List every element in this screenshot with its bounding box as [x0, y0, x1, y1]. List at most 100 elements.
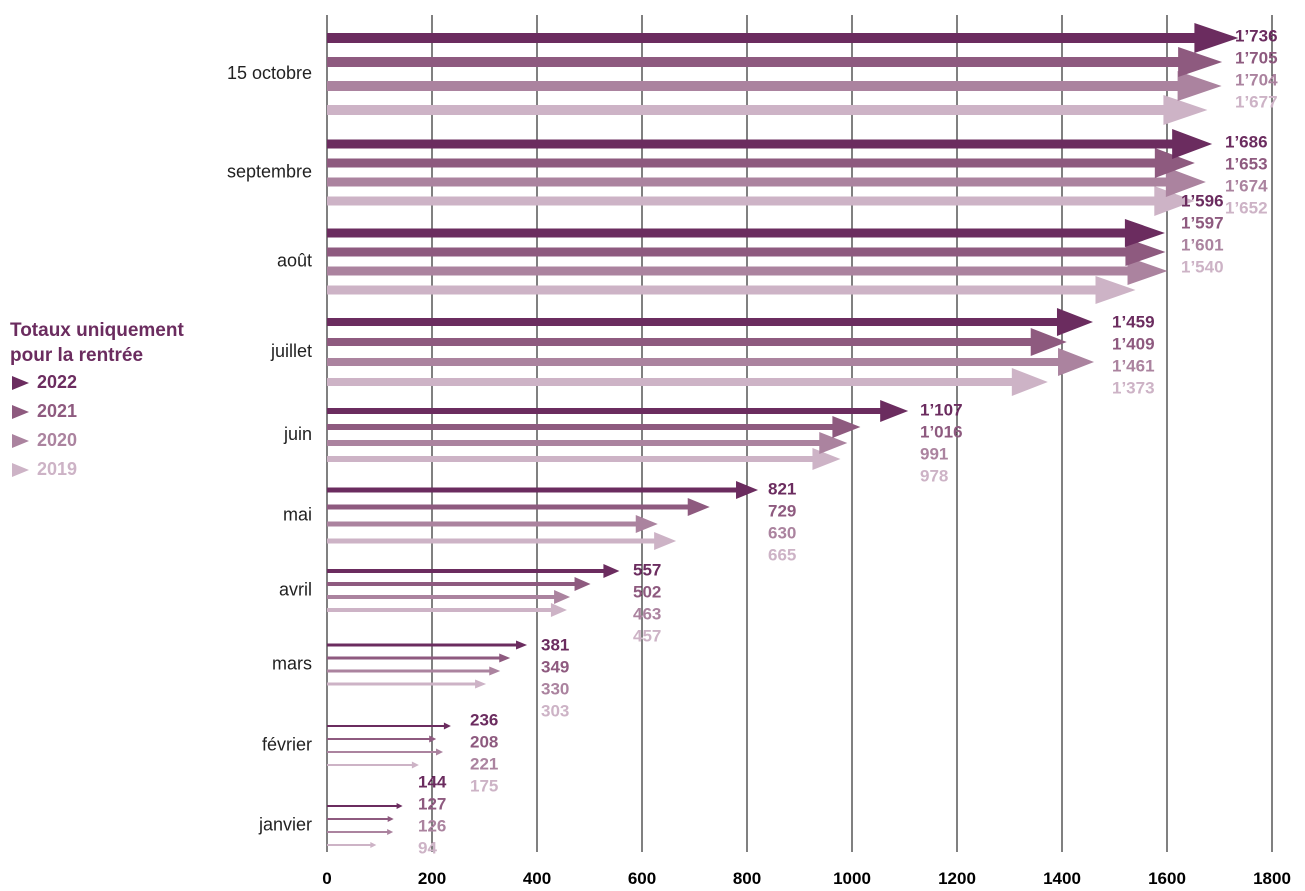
- value-label: 1’674: [1225, 176, 1268, 195]
- category-label: mars: [272, 653, 312, 673]
- value-label: 144: [418, 772, 447, 791]
- bar-arrow-2022: [327, 400, 909, 422]
- x-tick-label: 1800: [1253, 869, 1291, 888]
- value-label: 1’596: [1181, 191, 1224, 210]
- bar-arrow-2022: [327, 129, 1213, 159]
- bar-arrow-2020: [327, 515, 658, 533]
- bar-arrow-2022: [327, 722, 451, 730]
- bar-arrow-2020: [327, 748, 444, 756]
- bar-arrow-2022: [327, 803, 403, 809]
- value-label: 303: [541, 701, 569, 720]
- bar-arrow-2019: [327, 276, 1136, 304]
- bar-arrow-2022: [327, 308, 1093, 336]
- bar-arrow-2021: [327, 735, 437, 743]
- value-label: 236: [470, 710, 498, 729]
- value-label: 1’409: [1112, 334, 1155, 353]
- bar-arrow-2020: [327, 666, 501, 676]
- triangle-icon: [12, 375, 29, 390]
- bar-arrow-2019: [327, 368, 1048, 396]
- bar-arrows: [327, 23, 1239, 848]
- value-label: 127: [418, 794, 446, 813]
- value-label: 126: [418, 816, 446, 835]
- x-tick-label: 400: [523, 869, 551, 888]
- bar-arrow-2020: [327, 348, 1095, 376]
- x-tick-label: 1000: [833, 869, 871, 888]
- x-axis-tick-labels: 0 200 400 600 800 1000 1200 1400 1600 1800: [322, 869, 1291, 888]
- bar-arrow-2019: [327, 532, 677, 550]
- bar-arrow-2019: [327, 448, 841, 470]
- bar-arrow-2021: [327, 653, 511, 663]
- category-label: août: [277, 250, 312, 270]
- x-tick-label: 800: [733, 869, 761, 888]
- legend-item-2020: 2020: [10, 426, 220, 455]
- category-label: 15 octobre: [227, 63, 312, 83]
- value-label: 330: [541, 679, 569, 698]
- value-label: 991: [920, 444, 948, 463]
- value-label: 1’736: [1235, 26, 1278, 45]
- value-label: 1’107: [920, 400, 963, 419]
- bar-arrow-2022: [327, 481, 759, 499]
- bar-arrow-2022: [327, 564, 620, 578]
- category-label: septembre: [227, 161, 312, 181]
- triangle-icon: [12, 462, 29, 477]
- value-label: 1’704: [1235, 70, 1278, 89]
- value-label: 1’597: [1181, 213, 1224, 232]
- bar-arrow-2021: [327, 148, 1195, 178]
- category-labels: 15 octobre septembre août juillet juin mai avr…: [227, 63, 312, 835]
- value-label: 381: [541, 635, 569, 654]
- x-tick-label: 1400: [1043, 869, 1081, 888]
- bar-arrow-2022: [327, 219, 1165, 247]
- value-label: 557: [633, 560, 661, 579]
- category-label: juillet: [270, 341, 312, 361]
- bar-arrow-2019: [327, 679, 487, 689]
- bar-arrow-2021: [327, 47, 1223, 77]
- legend-item-2022: 2022: [10, 368, 220, 397]
- bar-arrow-2021: [327, 238, 1166, 266]
- value-label: 221: [470, 754, 498, 773]
- value-label: 729: [768, 501, 796, 520]
- category-label: juin: [283, 424, 312, 444]
- value-label: 1’373: [1112, 378, 1155, 397]
- legend: Totaux uniquement pour la rentrée 2022 2…: [10, 318, 220, 484]
- x-tick-label: 1200: [938, 869, 976, 888]
- value-label: 1’016: [920, 422, 963, 441]
- bar-arrow-2021: [327, 816, 394, 822]
- bar-arrow-2022: [327, 23, 1239, 53]
- bar-arrow-2020: [327, 432, 848, 454]
- category-label: mai: [283, 504, 312, 524]
- triangle-icon: [12, 433, 29, 448]
- legend-title: Totaux uniquement pour la rentrée: [10, 320, 184, 366]
- bar-arrow-2019: [327, 95, 1208, 125]
- legend-label: 2022: [37, 372, 78, 392]
- value-label: 1’686: [1225, 132, 1268, 151]
- bar-arrow-2019: [327, 842, 377, 848]
- legend-label: 2020: [37, 430, 78, 450]
- category-label: janvier: [258, 814, 312, 834]
- value-label: 208: [470, 732, 498, 751]
- value-label: 463: [633, 604, 661, 623]
- value-label: 1’653: [1225, 154, 1268, 173]
- bar-arrow-2021: [327, 498, 710, 516]
- grid-lines: [326, 15, 1273, 852]
- value-label: 630: [768, 523, 796, 542]
- x-tick-label: 0: [322, 869, 331, 888]
- value-label: 457: [633, 626, 661, 645]
- bar-arrow-2022: [327, 640, 528, 650]
- x-tick-label: 1600: [1148, 869, 1186, 888]
- value-label: 821: [768, 479, 796, 498]
- bar-arrow-2020: [327, 829, 394, 835]
- bar-arrow-2021: [327, 577, 591, 591]
- value-label: 1’652: [1225, 198, 1268, 217]
- bar-arrow-2019: [327, 761, 419, 769]
- legend-item-2021: 2021: [10, 397, 220, 426]
- x-tick-label: 600: [628, 869, 656, 888]
- bar-arrow-2020: [327, 71, 1222, 101]
- category-label: février: [262, 734, 312, 754]
- value-label: 175: [470, 776, 498, 795]
- value-label: 94: [418, 838, 437, 857]
- bar-arrow-2019: [327, 186, 1195, 216]
- value-label: 1’540: [1181, 257, 1224, 276]
- x-tick-label: 200: [418, 869, 446, 888]
- value-label: 1’677: [1235, 92, 1278, 111]
